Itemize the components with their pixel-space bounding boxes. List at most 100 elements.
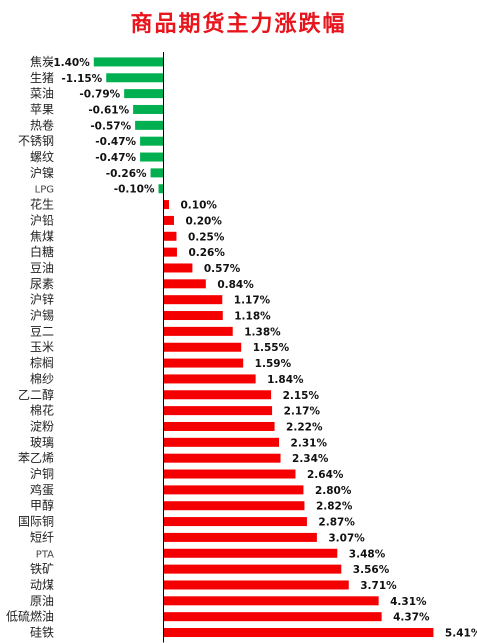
bar-菜油 (124, 89, 164, 99)
category-label: 苹果 (30, 102, 54, 116)
bar-鸡蛋 (164, 485, 304, 495)
bar-淀粉 (164, 421, 275, 431)
bar-甲醇 (164, 501, 305, 511)
category-label: 玻璃 (30, 435, 54, 449)
category-label: 玉米 (30, 340, 54, 354)
category-label: 棉纱 (30, 372, 54, 386)
bar-苯乙烯 (164, 453, 281, 463)
category-label: 乙二醇 (18, 387, 54, 402)
category-label: 沪铜 (30, 466, 54, 481)
category-label: 沪锌 (30, 293, 54, 307)
value-label: 3.71% (360, 580, 397, 592)
bar-PTA (164, 548, 338, 558)
bar-短纤 (164, 532, 317, 542)
bar-生猪 (106, 73, 164, 83)
bar-棉花 (164, 406, 273, 416)
category-label: 花生 (30, 197, 54, 212)
bar-沪锌 (164, 295, 223, 305)
value-label: -0.61% (88, 104, 129, 116)
bar-豆油 (164, 263, 193, 273)
value-label: 1.84% (267, 374, 304, 386)
value-label: 1.18% (234, 311, 271, 323)
category-label: 铁矿 (30, 562, 54, 576)
category-label: 沪锡 (30, 308, 54, 323)
value-label: 2.82% (316, 501, 353, 513)
category-label: 淀粉 (30, 419, 54, 433)
bar-玉米 (164, 342, 242, 352)
value-label: 2.64% (307, 469, 344, 481)
bar-LPG (158, 184, 164, 194)
value-label: 2.15% (283, 390, 320, 402)
bar-棉纱 (164, 374, 256, 384)
value-label: 0.25% (188, 231, 225, 243)
value-label: 0.57% (204, 263, 241, 275)
bar-尿素 (164, 279, 206, 289)
category-label: 鸡蛋 (30, 482, 54, 497)
category-label: 螺纹 (30, 150, 54, 164)
value-label: -1.40% (49, 57, 90, 69)
category-label: 不锈钢 (18, 134, 54, 148)
value-label: 3.48% (349, 548, 386, 560)
category-label: 棉花 (30, 403, 54, 418)
value-label: 2.87% (318, 517, 355, 529)
category-label: 甲醇 (30, 498, 54, 513)
bar-焦炭 (93, 57, 164, 67)
value-label: 2.80% (315, 485, 352, 497)
category-label: 豆油 (30, 261, 54, 275)
bar-动煤 (164, 580, 349, 590)
value-label: -0.47% (95, 152, 136, 164)
category-label: 动煤 (30, 578, 54, 592)
value-label: 2.17% (284, 406, 321, 418)
value-label: 2.34% (292, 453, 329, 465)
category-label: 生猪 (30, 71, 54, 85)
bar-低硫燃油 (164, 612, 382, 622)
bar-沪铅 (164, 215, 174, 225)
value-label: 1.38% (244, 326, 281, 338)
bar-沪铜 (164, 469, 296, 479)
bar-白糖 (164, 247, 177, 257)
bar-螺纹 (140, 152, 164, 162)
category-label: LPG (35, 185, 54, 196)
value-label: 1.59% (255, 358, 292, 370)
value-label: 4.31% (390, 596, 427, 608)
bar-硅铁 (164, 628, 434, 638)
category-label: 棕榈 (30, 355, 54, 370)
value-label: 0.26% (188, 247, 225, 259)
category-label: 豆二 (30, 324, 54, 338)
bar-国际铜 (164, 517, 307, 527)
bar-棕榈 (164, 358, 244, 368)
value-label: 0.84% (217, 279, 254, 291)
category-label: 焦炭 (30, 55, 54, 69)
category-label: 硅铁 (30, 626, 54, 640)
bar-铁矿 (164, 564, 342, 574)
value-label: 1.17% (234, 295, 271, 307)
value-label: -0.57% (90, 120, 131, 132)
bar-花生 (164, 200, 169, 210)
value-label: 5.41% (445, 628, 477, 640)
value-label: 2.22% (286, 421, 323, 433)
category-label: 热卷 (30, 117, 54, 132)
chart-title: 商品期货主力涨跌幅 (130, 11, 347, 37)
category-label: 短纤 (30, 530, 54, 544)
category-label: 菜油 (30, 87, 54, 101)
category-label: 原油 (30, 594, 54, 608)
bar-沪锡 (164, 311, 223, 321)
value-label: 4.37% (393, 612, 430, 624)
bar-焦煤 (164, 231, 177, 241)
category-label: 低硫燃油 (6, 609, 54, 624)
bar-乙二醇 (164, 390, 272, 400)
bar-苹果 (133, 104, 164, 114)
bar-豆二 (164, 326, 233, 336)
value-label: -1.15% (61, 73, 102, 85)
category-label: 沪镍 (30, 166, 54, 180)
value-label: -0.79% (79, 89, 120, 101)
value-label: 1.55% (253, 342, 290, 354)
value-label: 0.20% (185, 215, 222, 227)
category-label: 白糖 (30, 244, 54, 259)
category-label: 尿素 (30, 277, 54, 291)
value-label: -0.10% (114, 184, 155, 196)
value-label: 2.31% (291, 437, 328, 449)
value-label: -0.47% (95, 136, 136, 148)
value-label: -0.26% (106, 168, 147, 180)
